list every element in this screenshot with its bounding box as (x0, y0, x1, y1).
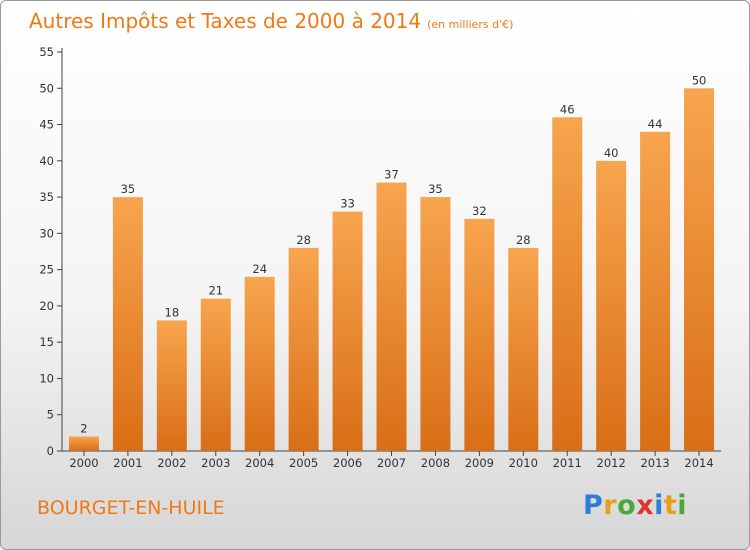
x-tick-label-2009: 2009 (465, 456, 494, 470)
x-tick-label-2002: 2002 (157, 456, 186, 470)
value-label-2010: 28 (516, 233, 531, 247)
y-tick-label: 50 (39, 81, 54, 95)
value-labels: 2 35 18 21 24 28 33 37 35 32 28 46 40 44 50 (80, 73, 706, 435)
bar-2008 (420, 197, 451, 451)
proxiti-logo: Proxiti (583, 490, 687, 521)
bar-2012 (596, 160, 627, 451)
x-tick-label-2004: 2004 (245, 456, 274, 470)
y-tick-label: 10 (39, 371, 54, 385)
title-text: Autres Impôts et Taxes de 2000 à 2014 (29, 9, 422, 33)
title-unit: (en milliers d'€) (427, 18, 514, 31)
x-tick-label-2005: 2005 (289, 456, 318, 470)
x-tick-label-2007: 2007 (377, 456, 406, 470)
bar-2001 (112, 197, 143, 451)
logo-letter: P (583, 490, 604, 521)
logo-letter: r (603, 490, 618, 521)
bar-2002 (156, 320, 187, 451)
logo-letter: t (663, 490, 678, 521)
x-tick-label-2014: 2014 (684, 456, 713, 470)
bar-2005 (288, 247, 319, 451)
x-tick-label-2013: 2013 (640, 456, 669, 470)
y-tick-label: 25 (39, 263, 54, 277)
bar-2010 (508, 247, 539, 451)
y-tick-label: 35 (39, 190, 54, 204)
x-tick-label-2001: 2001 (113, 456, 142, 470)
bar-2004 (244, 276, 275, 451)
x-tick-label-2012: 2012 (597, 456, 626, 470)
y-tick-label: 15 (39, 335, 54, 349)
y-tick-label: 5 (47, 408, 54, 422)
x-tick-label-2000: 2000 (69, 456, 98, 470)
value-label-2005: 28 (296, 233, 311, 247)
bar-2006 (332, 211, 363, 451)
x-tick-label-2010: 2010 (509, 456, 538, 470)
value-label-2000: 2 (80, 421, 87, 435)
logo-letter: i (677, 490, 688, 521)
bar-2013 (640, 131, 671, 452)
x-tick-label-2003: 2003 (201, 456, 230, 470)
bars (68, 88, 715, 452)
bar-2003 (200, 298, 231, 451)
bar-2000 (68, 436, 99, 451)
bar-2009 (464, 218, 495, 451)
value-label-2007: 37 (384, 168, 399, 182)
y-tick-label: 0 (47, 444, 54, 458)
logo-letter: i (654, 490, 664, 521)
x-tick-label-2006: 2006 (333, 456, 362, 470)
value-label-2011: 46 (560, 102, 575, 116)
bar-2014 (684, 88, 715, 451)
logo-letter: o (617, 490, 637, 521)
axes: 0 5 10 15 20 25 30 35 40 45 50 55 2000 2001 2002 2003 20… (39, 45, 721, 470)
place-name: BOURGET-EN-HUILE (37, 497, 225, 519)
x-tick-label-2008: 2008 (421, 456, 450, 470)
y-tick-label: 40 (39, 154, 54, 168)
value-label-2001: 35 (121, 182, 136, 196)
value-label-2014: 50 (692, 73, 707, 87)
value-label-2009: 32 (472, 204, 487, 218)
y-tick-label: 20 (39, 299, 54, 313)
value-label-2012: 40 (604, 146, 619, 160)
bar-2011 (552, 117, 583, 452)
value-label-2004: 24 (252, 262, 267, 276)
value-label-2002: 18 (165, 305, 180, 319)
y-tick-label: 45 (39, 118, 54, 132)
value-label-2003: 21 (208, 284, 223, 298)
value-label-2013: 44 (648, 117, 663, 131)
bar-2007 (376, 182, 407, 451)
value-label-2008: 35 (428, 182, 443, 196)
chart-title: Autres Impôts et Taxes de 2000 à 2014 (en… (29, 9, 513, 33)
value-label-2006: 33 (340, 197, 355, 211)
y-tick-label: 55 (39, 45, 54, 59)
x-tick-label-2011: 2011 (553, 456, 582, 470)
y-tick-label: 30 (39, 226, 54, 240)
logo-letter: x (636, 490, 655, 521)
